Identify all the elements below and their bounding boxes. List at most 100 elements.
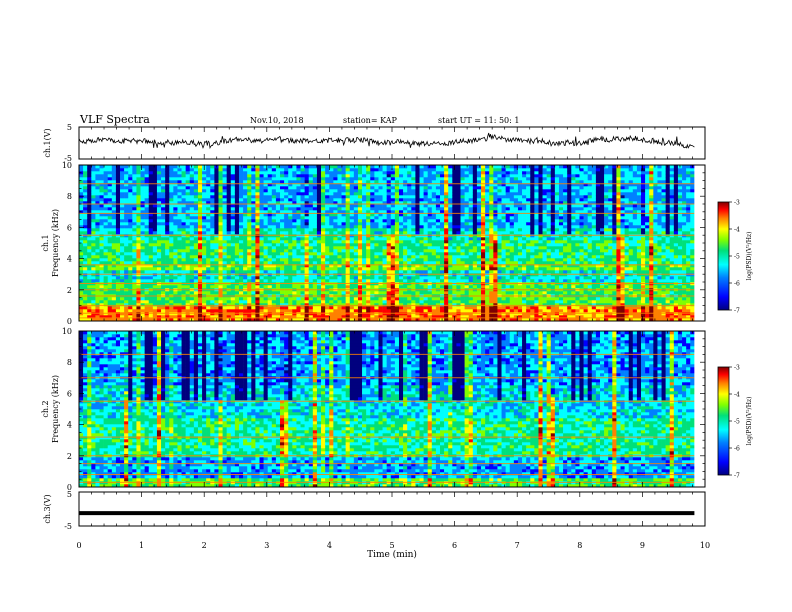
spectrogram-cell (251, 225, 256, 229)
spectrogram-cell (189, 189, 195, 193)
spectrogram-cell (370, 189, 375, 193)
spectrogram-cell (460, 300, 465, 304)
spectrogram-cell (308, 228, 314, 232)
spectrogram-cell (353, 192, 359, 196)
spectrogram-cell (173, 246, 178, 250)
spectrogram-cell (271, 186, 277, 190)
spectrogram-cell (247, 315, 252, 319)
spectrogram-cell (345, 219, 351, 223)
spectrogram-cell (218, 258, 223, 262)
spectrogram-cell (238, 258, 244, 262)
spectrogram-cell (349, 309, 355, 313)
spectrogram-cell (132, 243, 137, 247)
spectrogram-cell (292, 189, 297, 193)
spectrogram-cell (193, 261, 199, 265)
spectrogram-cell (247, 222, 252, 226)
spectrogram-cell (300, 171, 305, 175)
spectrogram-cell (362, 237, 367, 241)
spectrogram-cell (403, 267, 408, 271)
spectrogram-cell (243, 186, 248, 190)
spectrogram-cell (206, 276, 211, 280)
spectrogram-cell (259, 195, 264, 199)
spectrogram-cell (448, 303, 453, 307)
spectrogram-cell (259, 318, 264, 322)
spectrogram-cell (128, 225, 133, 229)
spectrogram-cell (321, 195, 326, 199)
spectrogram-cell (452, 309, 457, 313)
spectrogram-cell (218, 189, 223, 193)
spectrogram-cell (423, 246, 428, 250)
spectrogram-cell (403, 303, 408, 307)
spectrogram-cell (226, 309, 232, 313)
spectrogram-cell (197, 228, 203, 232)
spectrogram-cell (394, 261, 400, 265)
spectrogram-cell (210, 165, 215, 169)
spectrogram-cell (91, 216, 96, 220)
spectrogram-cell (128, 318, 133, 322)
spectrogram-cell (452, 228, 457, 232)
spectrogram-cell (390, 174, 396, 178)
spectrogram-cell (407, 270, 412, 274)
spectrogram-cell (169, 270, 174, 274)
spectrogram-cell (452, 303, 457, 307)
spectrogram-cell (115, 300, 121, 304)
spectrogram-cell (353, 198, 359, 202)
spectrogram-cell (120, 165, 125, 169)
spectrogram-cell (128, 210, 133, 214)
spectrogram-cell (169, 225, 174, 229)
spectrogram-cell (124, 219, 129, 223)
spectrogram-cell (362, 198, 367, 202)
spectrogram-cell (267, 222, 273, 226)
spectrogram-cell (120, 243, 125, 247)
spectrogram-cell (107, 252, 113, 256)
spectrogram-cell (210, 285, 215, 289)
spectrogram-cell (156, 309, 162, 313)
spectrogram-cell (202, 228, 207, 232)
spectrogram-cell (267, 177, 273, 181)
spectrogram-cell (308, 252, 314, 256)
spectrogram-cell (136, 207, 141, 211)
spectrogram-cell (267, 198, 273, 202)
spectrogram-cell (362, 255, 367, 259)
spectrogram-cell (378, 309, 383, 313)
spectrogram-cell (152, 228, 158, 232)
spectrogram-cell (337, 189, 342, 193)
spectrogram-cell (456, 240, 461, 244)
spectrogram-cell (230, 249, 236, 253)
spectrogram-cell (308, 267, 314, 271)
spectrogram-cell (185, 180, 191, 184)
spectrogram-cell (349, 228, 355, 232)
spectrogram-cell (407, 279, 412, 283)
spectrogram-cell (107, 213, 113, 217)
spectrogram-cell (115, 264, 121, 268)
spectrogram-cell (357, 192, 363, 196)
spectrogram-cell (280, 225, 285, 229)
spectrogram-cell (206, 252, 211, 256)
spectrogram-cell (243, 306, 248, 310)
spectrogram-cell (83, 285, 88, 289)
spectrogram-cell (243, 300, 248, 304)
spectrogram-cell (440, 231, 445, 235)
spectrogram-cell (435, 249, 441, 253)
spectrogram-cell (185, 279, 191, 283)
spectrogram-cell (156, 255, 162, 259)
spectrogram-cell (448, 189, 453, 193)
spectrogram-cell (263, 291, 269, 295)
spectrogram-cell (165, 240, 170, 244)
spectrogram-cell (411, 216, 416, 220)
spectrogram-cell (460, 315, 465, 319)
spectrogram-cell (288, 252, 293, 256)
spectrogram-cell (357, 216, 363, 220)
spectrogram-cell (156, 222, 162, 226)
spectrogram-cell (144, 198, 150, 202)
spectrogram-cell (144, 189, 150, 193)
spectrogram-cell (152, 255, 158, 259)
spectrogram-cell (185, 195, 191, 199)
spectrogram-cell (132, 207, 137, 211)
spectrogram-cell (403, 225, 408, 229)
spectrogram-cell (362, 300, 367, 304)
spectrogram-cell (403, 165, 408, 169)
spectrogram-cell (444, 291, 449, 295)
spectrogram-cell (427, 204, 433, 208)
spectrogram-cell (255, 219, 260, 223)
